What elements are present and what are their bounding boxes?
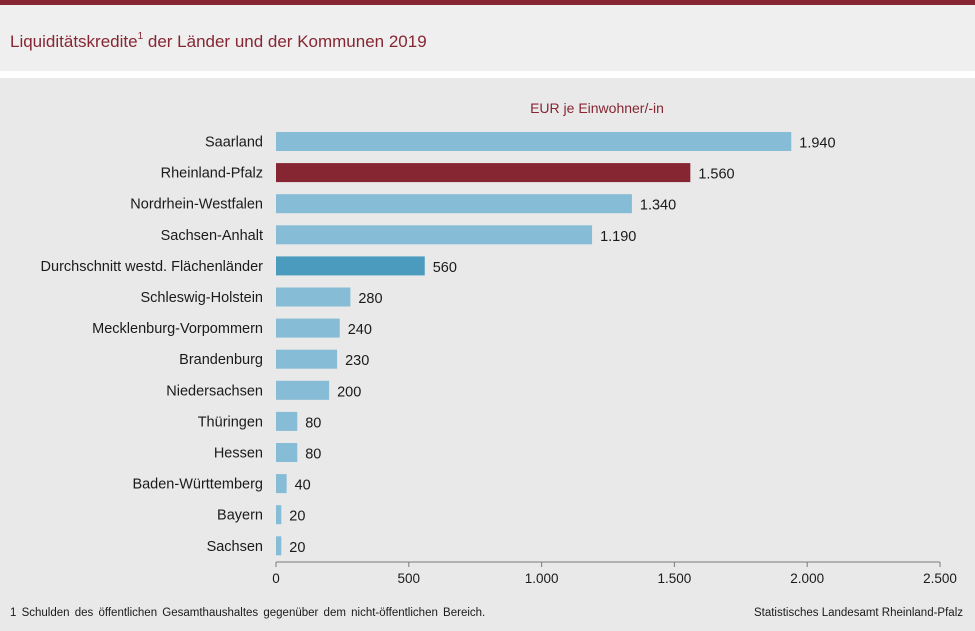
category-label: Bayern [217,508,263,524]
bar [276,163,691,183]
value-label: 40 [295,478,311,494]
bar [276,318,340,338]
value-label: 1.560 [698,167,734,183]
footnote: 1 Schulden des öffentlichen Gesamthausha… [10,607,486,619]
category-label: Sachsen [207,539,263,555]
header-divider [0,71,975,78]
value-label: 20 [289,509,305,525]
value-label: 80 [305,447,321,463]
x-tick-label: 0 [272,571,280,586]
bar [276,505,282,525]
value-label: 1.340 [640,198,676,214]
bar [276,411,298,431]
category-label: Thüringen [198,414,263,430]
value-label: 1.940 [799,136,835,152]
category-label: Mecklenburg-Vorpommern [92,321,263,337]
category-label: Nordrhein-Westfalen [130,197,263,213]
x-tick-label: 1.500 [658,571,692,586]
x-tick-label: 2.500 [923,571,957,586]
category-label: Baden-Württemberg [132,477,263,493]
value-label: 200 [337,384,361,400]
value-label: 560 [433,260,457,276]
bar [276,256,425,276]
chart-area: EUR je Einwohner/-in Saarland 1.940 Rheinla… [0,78,975,631]
bar-chart: EUR je Einwohner/-in Saarland 1.940 Rheinla… [41,100,957,586]
value-label: 20 [289,540,305,556]
category-label: Brandenburg [179,352,263,368]
top-accent-bar [0,0,975,5]
bar [276,225,593,245]
value-label: 240 [348,322,372,338]
x-tick-label: 2.000 [790,571,824,586]
bar [276,380,330,400]
bar [276,194,632,214]
title-footnote-marker: 1 [137,31,144,42]
bar [276,349,338,369]
category-label: Hessen [214,446,263,462]
bar [276,443,298,462]
category-label: Niedersachsen [166,383,263,399]
bar [276,132,792,151]
value-label: 280 [358,291,382,307]
value-label: 1.190 [600,229,636,245]
header: Liquiditätskredite1 der Länder und der K… [0,5,975,71]
category-label: Rheinland-Pfalz [161,166,263,182]
category-label: Schleswig-Holstein [141,290,264,306]
category-label: Sachsen-Anhalt [161,228,263,244]
unit-label: EUR je Einwohner/-in [530,100,664,116]
value-label: 230 [345,353,369,369]
category-label: Saarland [205,135,263,151]
source-credit: Statistisches Landesamt Rheinland-Pfalz [753,607,963,619]
bar [276,287,351,307]
x-tick-label: 1.000 [525,571,559,586]
chart-title: Liquiditätskredite1 der Länder und der K… [10,31,427,51]
value-label: 80 [305,415,321,431]
category-label: Durchschnitt westd. Flächenländer [41,259,264,275]
bar [276,536,282,556]
x-tick-label: 500 [398,571,421,586]
bar [276,474,287,494]
